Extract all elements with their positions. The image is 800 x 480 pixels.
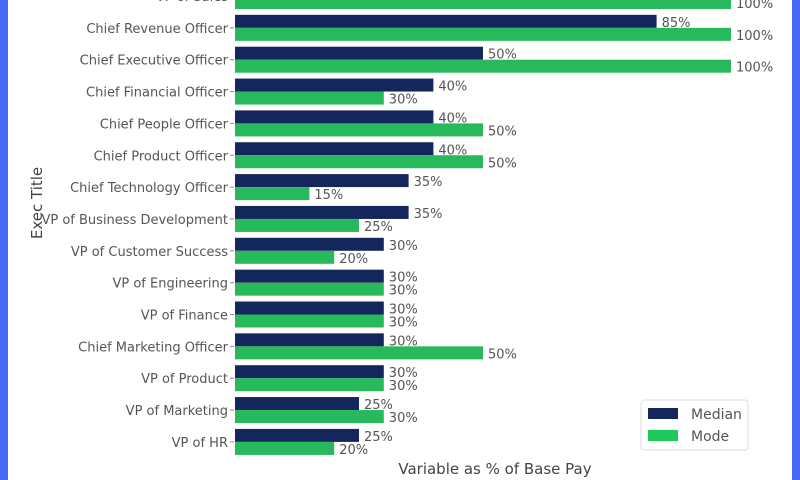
- y-axis-label: Exec Title: [28, 167, 46, 239]
- data-label: 100%: [736, 0, 773, 12]
- y-tick-label: Chief Product Officer: [94, 149, 229, 164]
- data-label: 30%: [389, 411, 418, 426]
- data-label: 40%: [438, 80, 467, 95]
- data-label: 30%: [389, 271, 418, 286]
- y-tick-label: Chief Executive Officer: [80, 54, 229, 69]
- bar-mode: [235, 59, 731, 73]
- bar-median: [235, 110, 434, 124]
- bar-median: [235, 237, 384, 251]
- bar-mode: [235, 27, 731, 41]
- data-label: 40%: [438, 143, 467, 158]
- legend: Median Mode: [640, 399, 749, 451]
- bar-median: [235, 365, 384, 379]
- bar-median: [235, 142, 434, 156]
- data-label: 25%: [364, 430, 393, 445]
- y-tick-label: VP of Marketing: [126, 404, 228, 419]
- y-tick-label: Chief Financial Officer: [86, 86, 229, 101]
- data-label: 30%: [389, 93, 418, 108]
- bar-median: [235, 78, 434, 92]
- data-label: 20%: [339, 252, 368, 267]
- y-tick-label: VP of Finance: [141, 309, 228, 324]
- bar-mode: [235, 441, 335, 455]
- bar-mode: [235, 314, 384, 328]
- data-label: 35%: [414, 207, 443, 222]
- y-tick-label: Chief Revenue Officer: [86, 22, 228, 37]
- data-label: 100%: [736, 29, 773, 44]
- data-label: 85%: [662, 16, 691, 31]
- data-label: 25%: [364, 220, 393, 235]
- legend-swatch-median: [648, 408, 678, 419]
- legend-label-median: Median: [691, 407, 742, 423]
- bar-mode: [235, 250, 335, 264]
- bar-median: [235, 205, 409, 219]
- bar-median: [235, 46, 483, 60]
- y-tick-label: Chief Marketing Officer: [78, 340, 229, 355]
- data-label: 50%: [488, 48, 517, 63]
- y-tick-label: VP of Business Development: [41, 213, 228, 228]
- data-label: 30%: [389, 379, 418, 394]
- y-tick-label: VP of Engineering: [112, 277, 228, 292]
- bar-mode: [235, 123, 483, 137]
- bar-median: [235, 397, 359, 411]
- data-label: 30%: [389, 303, 418, 318]
- bar-median: [235, 301, 384, 315]
- bar-median: [235, 428, 359, 442]
- bar-mode: [235, 155, 483, 169]
- y-tick-label: Chief Technology Officer: [70, 181, 229, 196]
- data-label: 20%: [339, 443, 368, 458]
- x-axis-label: Variable as % of Base Pay: [398, 460, 591, 478]
- bar-median: [235, 174, 409, 188]
- bar-mode: [235, 218, 359, 232]
- legend-label-mode: Mode: [691, 429, 729, 445]
- y-tick-label: VP of Customer Success: [71, 245, 228, 260]
- bar-mode: [235, 410, 384, 424]
- bar-mode: [235, 0, 731, 9]
- bar-mode: [235, 378, 384, 392]
- bar-median: [235, 14, 657, 28]
- data-label: 50%: [488, 124, 517, 139]
- y-tick-label: Chief People Officer: [100, 117, 229, 132]
- y-tick-label: VP of Product: [141, 372, 228, 387]
- data-label: 15%: [314, 188, 343, 203]
- y-tick-label: VP of Sales: [156, 0, 228, 5]
- legend-swatch-mode: [648, 430, 678, 441]
- bar-median: [235, 269, 384, 283]
- data-label: 30%: [389, 239, 418, 254]
- y-tick-label: VP of HR: [172, 436, 228, 451]
- data-label: 30%: [389, 316, 418, 331]
- data-label: 30%: [389, 366, 418, 381]
- data-label: 35%: [414, 175, 443, 190]
- data-label: 50%: [488, 156, 517, 171]
- bar-mode: [235, 346, 483, 360]
- bar-mode: [235, 282, 384, 296]
- bar-mode: [235, 91, 384, 105]
- data-label: 25%: [364, 398, 393, 413]
- data-label: 30%: [389, 334, 418, 349]
- data-label: 30%: [389, 284, 418, 299]
- bar-mode: [235, 187, 310, 201]
- data-label: 50%: [488, 347, 517, 362]
- bar-median: [235, 333, 384, 347]
- data-label: 40%: [438, 111, 467, 126]
- data-label: 100%: [736, 61, 773, 76]
